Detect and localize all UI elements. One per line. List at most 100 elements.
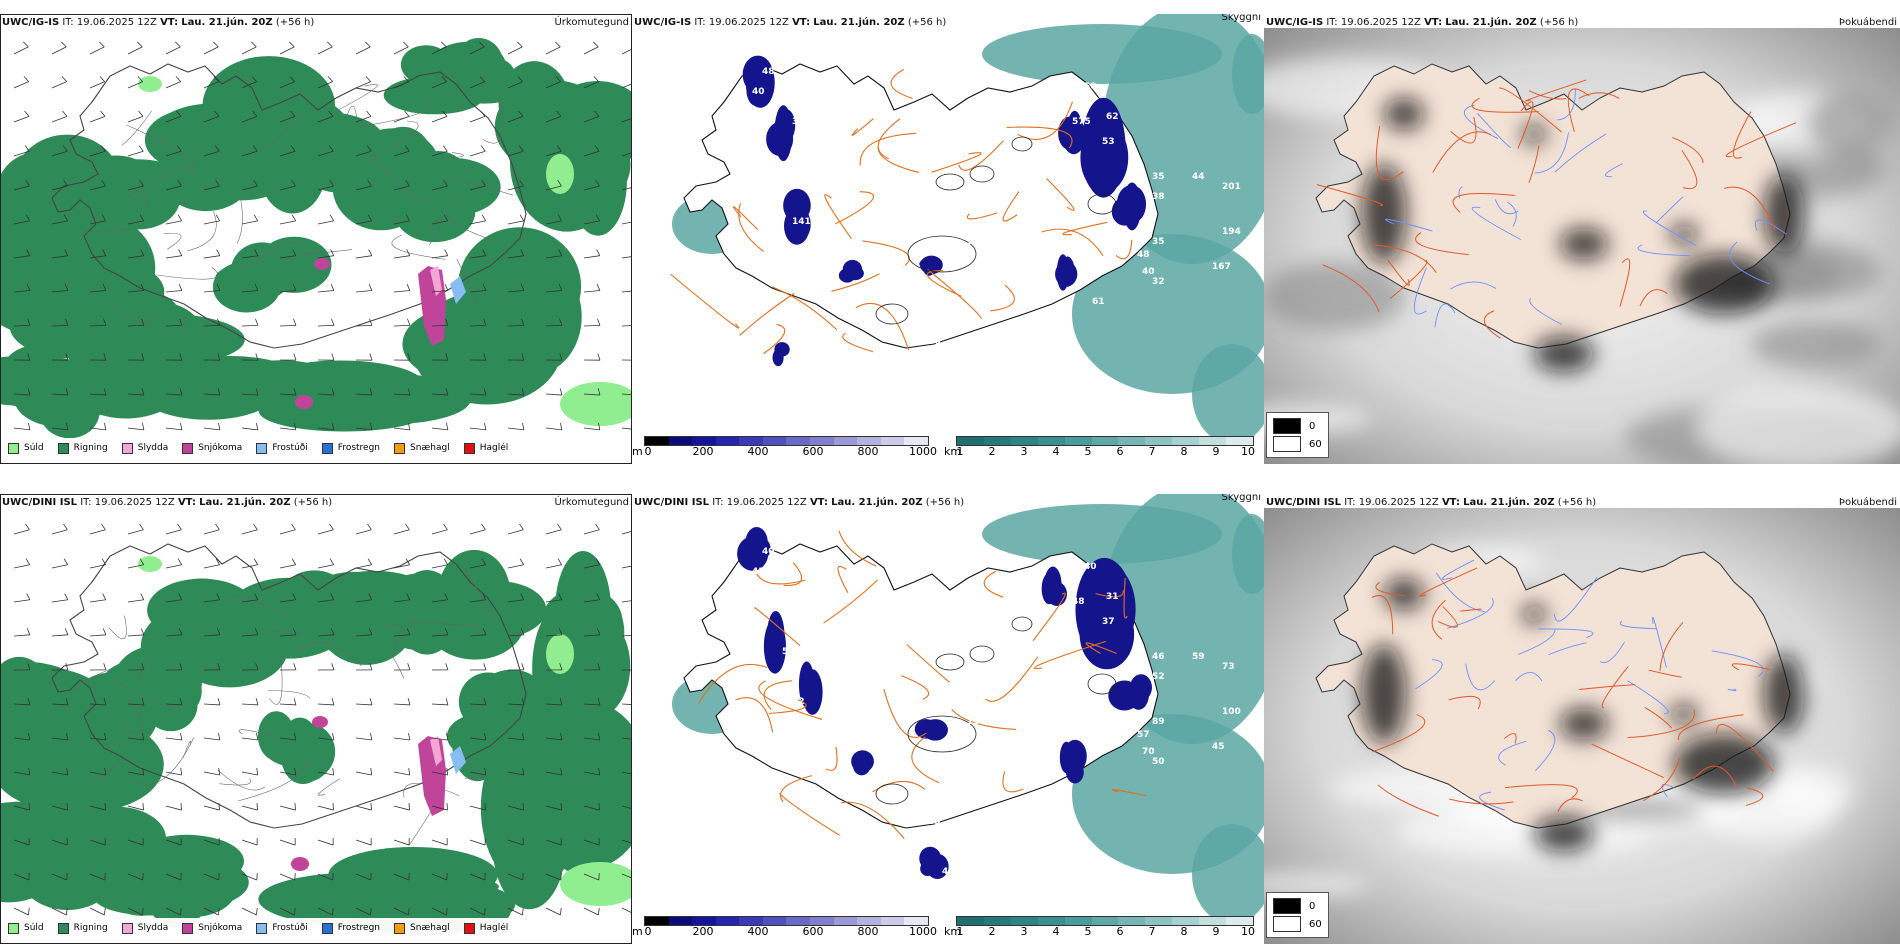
road-line bbox=[835, 191, 875, 225]
panel-title: Úrkomutegund bbox=[554, 497, 629, 508]
wind-barb bbox=[51, 839, 68, 846]
road-line bbox=[763, 680, 793, 710]
fog-high-area bbox=[1560, 228, 1608, 260]
wind-barb-flag bbox=[404, 145, 410, 152]
road-line bbox=[1648, 669, 1682, 678]
wind-barb bbox=[393, 737, 410, 741]
wind-barb bbox=[165, 737, 182, 741]
low-visibility-area bbox=[982, 24, 1222, 84]
wind-barb-flag bbox=[63, 558, 69, 565]
low-cloud-area bbox=[737, 536, 769, 571]
wind-barb bbox=[545, 839, 562, 846]
wind-barb-flag bbox=[254, 283, 259, 291]
wind-barb bbox=[13, 185, 30, 191]
road-line bbox=[1471, 97, 1539, 113]
wind-barb-flag bbox=[25, 179, 30, 187]
cloud-base-colorbar: m 0 200 400 600 800 1000 bbox=[632, 436, 937, 460]
wind-barb bbox=[203, 150, 220, 157]
road-line bbox=[1601, 666, 1629, 709]
road-line bbox=[778, 792, 840, 836]
precip-legend-item: Haglél bbox=[463, 922, 508, 934]
wind-barb-flag bbox=[293, 388, 297, 396]
river-line bbox=[1652, 616, 1667, 668]
road-line bbox=[1578, 684, 1636, 691]
drizzle-area bbox=[138, 76, 162, 92]
wind-barb-flag bbox=[104, 803, 106, 811]
wind-barb-flag bbox=[218, 422, 221, 430]
road-line bbox=[1643, 757, 1680, 802]
wind-barb bbox=[165, 220, 182, 225]
model-name: UWC/IG-IS bbox=[634, 17, 692, 28]
cloud-base-value: 74 bbox=[822, 697, 835, 707]
wind-barb bbox=[431, 185, 448, 191]
wind-barb bbox=[89, 703, 106, 706]
colorbar-segment bbox=[1010, 437, 1038, 445]
wind-barb bbox=[583, 81, 599, 89]
river-line bbox=[1518, 629, 1556, 655]
colorbar-segment bbox=[786, 917, 811, 925]
colorbar-strip bbox=[644, 436, 929, 446]
colorbar-segment bbox=[983, 437, 1011, 445]
wind-barb bbox=[583, 324, 601, 327]
cloud-base-value: 32 bbox=[1152, 277, 1165, 287]
colorbar-tick-label: 200 bbox=[692, 445, 714, 458]
wind-barb-flag bbox=[560, 733, 563, 741]
wind-barb-flag bbox=[522, 768, 525, 776]
wind-barb bbox=[13, 427, 30, 431]
wind-barb bbox=[127, 116, 144, 123]
cloud-base-value: 48 bbox=[1137, 250, 1150, 260]
wind-barb-flag bbox=[330, 628, 335, 635]
road-line bbox=[219, 778, 251, 786]
wind-barb-flag bbox=[140, 283, 145, 291]
colorbar-segment bbox=[762, 917, 787, 925]
wind-barb bbox=[203, 185, 220, 191]
low-cloud-area bbox=[777, 109, 796, 142]
wind-barb bbox=[507, 703, 524, 706]
wind-barb-flag bbox=[27, 388, 31, 396]
cloud-base-value: 40 bbox=[1142, 267, 1155, 277]
road-line bbox=[1503, 732, 1517, 744]
wind-barb bbox=[583, 529, 600, 535]
river-line bbox=[1515, 671, 1543, 682]
road-line bbox=[983, 570, 1004, 598]
wind-barb-flag bbox=[292, 593, 297, 600]
wind-barb-flag bbox=[66, 803, 68, 811]
rain-area bbox=[457, 227, 582, 346]
wind-barb-flag bbox=[481, 523, 486, 530]
low-cloud-area bbox=[919, 846, 942, 870]
wind-barb bbox=[621, 737, 632, 740]
wind-barb-flag bbox=[332, 422, 335, 430]
wind-barb bbox=[89, 599, 106, 603]
road-line bbox=[163, 233, 182, 250]
wind-barb bbox=[203, 564, 220, 569]
road-line bbox=[1322, 264, 1380, 313]
panel-title: Skyggni bbox=[1221, 14, 1261, 23]
wind-barb-flag bbox=[483, 663, 487, 671]
wind-barb-flag bbox=[255, 388, 259, 396]
wind-barb-flag bbox=[560, 768, 563, 776]
precip-legend-item: Snæhagl bbox=[394, 442, 450, 454]
road-line bbox=[187, 211, 217, 252]
wind-barb bbox=[317, 634, 334, 637]
wind-barb-flag bbox=[104, 422, 107, 430]
road-line bbox=[1557, 798, 1583, 812]
freezing-drizzle-area bbox=[450, 746, 466, 774]
road-line bbox=[236, 198, 243, 244]
wind-barb bbox=[583, 255, 600, 259]
precip-legend-label: Frostregn bbox=[337, 923, 381, 933]
wind-barb-flag bbox=[598, 422, 601, 430]
precip-legend-swatch bbox=[463, 922, 475, 934]
wind-barb bbox=[431, 324, 449, 327]
colorbar-segment bbox=[983, 917, 1011, 925]
precip-legend-label: Frostúði bbox=[272, 443, 308, 453]
wind-barb-flag bbox=[367, 214, 373, 222]
wind-barb bbox=[165, 81, 181, 89]
wind-barb bbox=[13, 805, 30, 811]
colorbar-segment bbox=[957, 437, 984, 445]
road-line bbox=[859, 132, 917, 166]
wind-barb bbox=[317, 185, 334, 191]
road-line bbox=[901, 675, 929, 700]
cloud-base-value: 44 bbox=[942, 387, 955, 397]
it-value: 19.06.2025 12Z bbox=[726, 497, 807, 508]
wind-barb-flag bbox=[217, 663, 221, 671]
